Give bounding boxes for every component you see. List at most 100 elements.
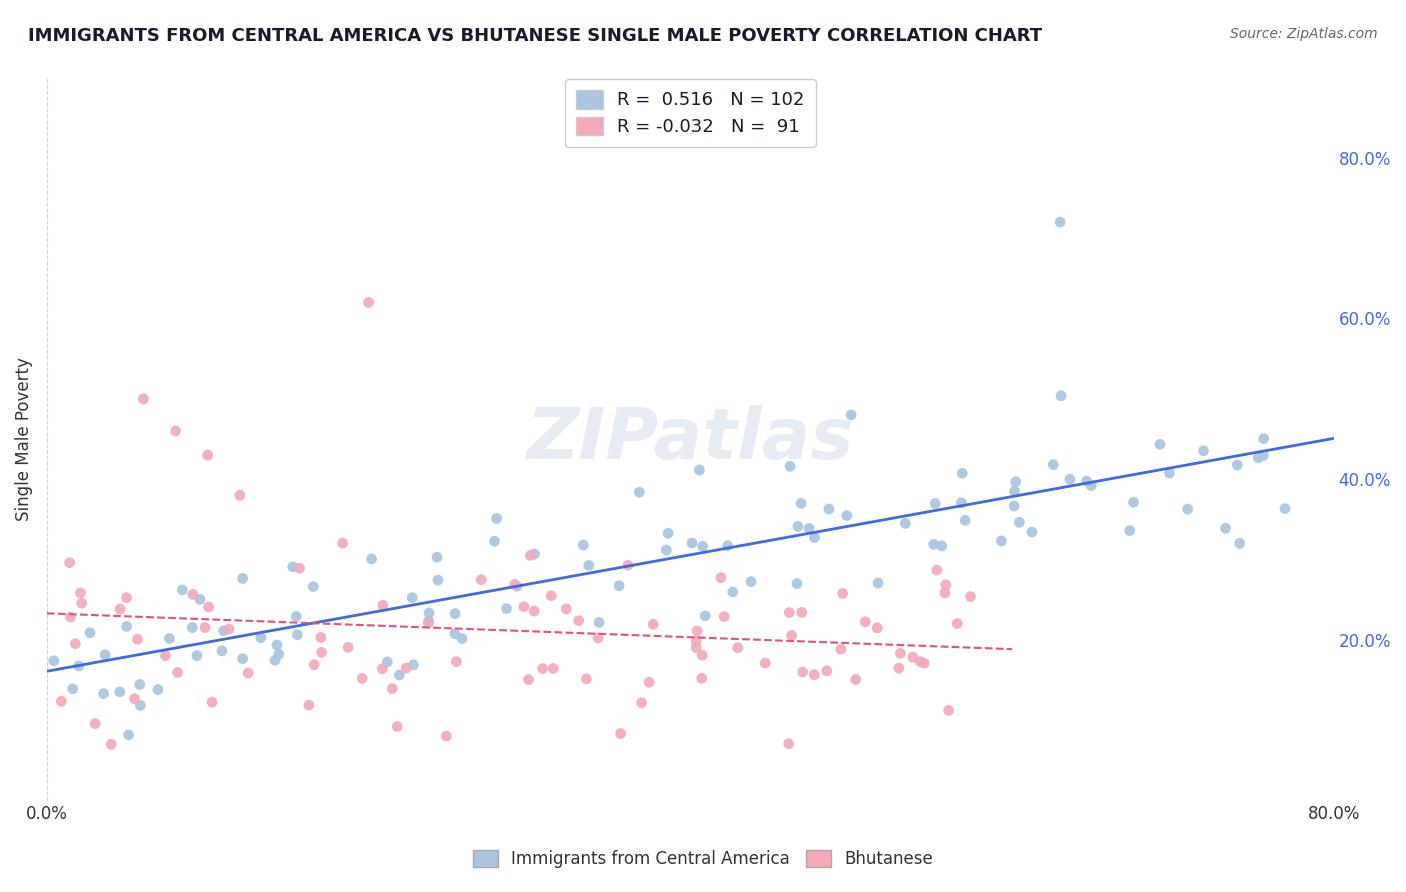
Point — [1253, 432, 1275, 446]
Point — [830, 642, 852, 657]
Point — [695, 608, 717, 623]
Point — [371, 599, 394, 613]
Point — [630, 696, 652, 710]
Point — [1274, 501, 1296, 516]
Point — [281, 559, 304, 574]
Point — [1149, 437, 1171, 451]
Point — [779, 459, 801, 474]
Point — [588, 615, 610, 630]
Point — [688, 463, 710, 477]
Point — [523, 604, 546, 618]
Point — [418, 606, 440, 620]
Point — [1253, 448, 1275, 462]
Point — [845, 673, 868, 687]
Point — [58, 556, 80, 570]
Point — [418, 615, 440, 630]
Point — [831, 586, 853, 600]
Point — [124, 691, 146, 706]
Point — [572, 538, 595, 552]
Point — [298, 698, 321, 713]
Point — [990, 533, 1012, 548]
Point — [617, 558, 640, 573]
Point — [197, 599, 219, 614]
Point — [302, 580, 325, 594]
Point — [887, 661, 910, 675]
Point — [194, 621, 217, 635]
Point — [146, 682, 169, 697]
Point — [65, 637, 87, 651]
Point — [311, 645, 333, 659]
Text: IMMIGRANTS FROM CENTRAL AMERICA VS BHUTANESE SINGLE MALE POVERTY CORRELATION CHA: IMMIGRANTS FROM CENTRAL AMERICA VS BHUTA… — [28, 27, 1042, 45]
Point — [931, 539, 953, 553]
Point — [908, 655, 931, 669]
Point — [531, 662, 554, 676]
Point — [692, 539, 714, 553]
Point — [229, 488, 252, 502]
Point — [950, 467, 973, 481]
Point — [387, 719, 409, 733]
Point — [117, 728, 139, 742]
Point — [238, 666, 260, 681]
Point — [84, 716, 107, 731]
Point — [287, 628, 309, 642]
Point — [685, 640, 707, 655]
Point — [922, 537, 945, 551]
Point — [1229, 536, 1251, 550]
Point — [444, 626, 467, 640]
Point — [1159, 466, 1181, 480]
Point — [710, 571, 733, 585]
Point — [309, 631, 332, 645]
Point — [159, 632, 181, 646]
Point — [360, 552, 382, 566]
Point — [786, 576, 808, 591]
Point — [166, 665, 188, 680]
Point — [740, 574, 762, 589]
Point — [332, 536, 354, 550]
Point — [395, 661, 418, 675]
Legend: R =  0.516   N = 102, R = -0.032   N =  91: R = 0.516 N = 102, R = -0.032 N = 91 — [565, 79, 815, 147]
Point — [352, 672, 374, 686]
Point — [1076, 474, 1098, 488]
Point — [1021, 524, 1043, 539]
Point — [934, 586, 956, 600]
Point — [1042, 458, 1064, 472]
Point — [925, 563, 948, 577]
Point — [513, 599, 536, 614]
Point — [866, 621, 889, 635]
Point — [690, 671, 713, 685]
Point — [924, 496, 946, 510]
Point — [94, 648, 117, 662]
Point — [517, 673, 540, 687]
Point — [787, 519, 810, 533]
Point — [778, 606, 800, 620]
Point — [713, 609, 735, 624]
Point — [232, 571, 254, 585]
Point — [1008, 515, 1031, 529]
Point — [1247, 450, 1270, 465]
Point — [519, 549, 541, 563]
Point — [357, 295, 380, 310]
Point — [1177, 502, 1199, 516]
Point — [721, 585, 744, 599]
Point — [912, 656, 935, 670]
Point — [484, 534, 506, 549]
Point — [69, 586, 91, 600]
Point — [172, 582, 194, 597]
Point — [1215, 521, 1237, 535]
Text: ZIPatlas: ZIPatlas — [527, 405, 853, 474]
Point — [541, 661, 564, 675]
Point — [266, 638, 288, 652]
Point — [267, 647, 290, 661]
Point — [375, 655, 398, 669]
Point — [70, 596, 93, 610]
Point — [127, 632, 149, 647]
Point — [59, 610, 82, 624]
Point — [628, 485, 651, 500]
Point — [607, 579, 630, 593]
Point — [218, 622, 240, 636]
Point — [115, 591, 138, 605]
Point — [868, 576, 890, 591]
Point — [503, 577, 526, 591]
Point — [555, 602, 578, 616]
Point — [955, 513, 977, 527]
